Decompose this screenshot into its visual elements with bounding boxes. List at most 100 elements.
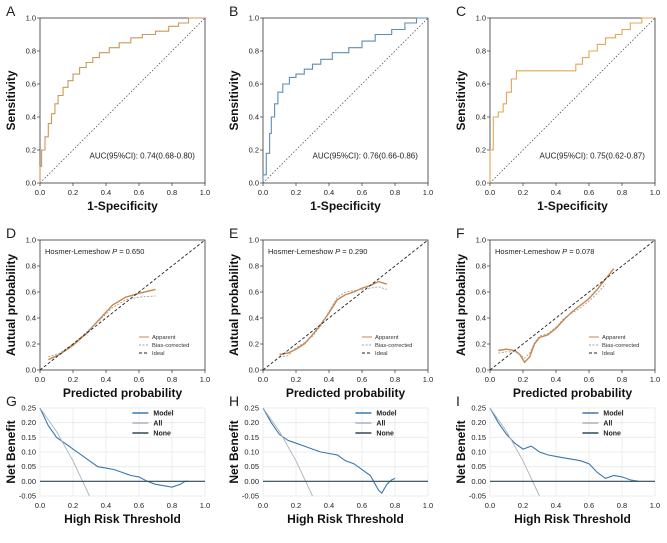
x-tick-label: 0.2: [518, 188, 528, 197]
x-tick-label: 0.0: [35, 188, 45, 197]
hl-p: P: [562, 247, 567, 256]
x-tick-label: 0.2: [68, 501, 78, 510]
panel-B: B 0.0 0.2 0.4 0.6 0.8 1.0 0.0 0.2 0.4 0.6 0.8 1.0 1-S…: [227, 3, 433, 213]
x-tick-label: 0.8: [617, 375, 627, 384]
panel-D: D 0.0 0.2 0.4 0.6 0.8 1.0 0.0 0.2 0.4 0.6 0.8 1.0 Pre…: [4, 225, 210, 400]
y-tick-label: 0.15: [471, 433, 486, 442]
series-all: [262, 407, 313, 497]
y-axis-label: Sensitivity: [454, 70, 468, 130]
x-tick-label: 0.6: [357, 501, 367, 510]
hosmer-lemeshow-annotation: Hosmer-Lemeshow P = 0.078: [495, 247, 594, 256]
series-all: [489, 407, 540, 497]
y-tick-label: 0.0: [26, 366, 36, 375]
y-axis-label: Autual probability: [4, 254, 18, 356]
hosmer-lemeshow-annotation: Hosmer-Lemeshow P = 0.650: [45, 247, 144, 256]
x-tick-label: 0.8: [390, 501, 400, 510]
y-tick-label: -0.05: [19, 492, 36, 501]
series-apparent: [279, 280, 388, 356]
panel-label: A: [6, 3, 16, 19]
y-tick-label: 0.4: [476, 113, 486, 122]
panel-E: E 0.0 0.2 0.4 0.6 0.8 1.0 0.0 0.2 0.4 0.6 0.8 1.0 Pre…: [227, 225, 433, 400]
y-tick-label: 0.6: [249, 288, 259, 297]
x-tick-label: 0.6: [357, 188, 367, 197]
legend-label: Ideal: [602, 351, 615, 357]
reference-diagonal: [489, 17, 656, 184]
y-tick-label: -0.05: [242, 492, 259, 501]
y-tick-label: 0.8: [249, 47, 259, 56]
legend-label: All: [603, 421, 612, 428]
x-tick-label: 1.0: [650, 375, 660, 384]
panel-label: E: [229, 225, 238, 241]
panel-H: H 0.0 0.2 0.4 0.6 0.8 1.0 -0.05 0.00 0.05 0.10 0.15…: [227, 393, 433, 526]
x-tick-label: 0.2: [68, 188, 78, 197]
y-tick-label: 0.6: [26, 80, 36, 89]
y-tick-label: 0.10: [244, 448, 259, 457]
x-tick-label: 0.8: [390, 375, 400, 384]
panel-label: C: [456, 3, 466, 19]
hosmer-lemeshow-annotation: Hosmer-Lemeshow P = 0.290: [268, 247, 367, 256]
y-tick-label: 0.25: [244, 404, 259, 413]
x-tick-label: 0.6: [134, 501, 144, 510]
y-tick-label: 0.8: [26, 47, 36, 56]
y-tick-label: 1.0: [249, 14, 259, 23]
x-tick-label: 0.0: [485, 501, 495, 510]
hl-prefix: Hosmer-Lemeshow: [495, 247, 562, 256]
y-tick-label: 0.0: [249, 366, 259, 375]
hl-suffix: = 0.290: [340, 247, 367, 256]
hl-prefix: Hosmer-Lemeshow: [45, 247, 112, 256]
y-tick-label: 0.0: [476, 366, 486, 375]
y-tick-label: 0.4: [26, 113, 36, 122]
panel-label: F: [456, 225, 465, 241]
x-axis-label: High Risk Threshold: [514, 512, 631, 526]
x-tick-label: 1.0: [423, 375, 433, 384]
panel-label: H: [229, 393, 239, 409]
legend-label: None: [603, 431, 621, 438]
series-ideal: [39, 239, 206, 371]
plot-frame: [262, 17, 429, 184]
x-tick-label: 1.0: [200, 188, 210, 197]
series-all: [39, 407, 90, 497]
legend-label: All: [376, 421, 385, 428]
x-tick-label: 0.6: [357, 375, 367, 384]
x-tick-label: 1.0: [423, 501, 433, 510]
panel-A: A 0.0 0.2 0.4 0.6 0.8 1.0 0.0 0.2 0.4 0.6 0.8 1.0 1-S…: [4, 3, 210, 213]
series-model: [39, 407, 189, 488]
plot-frame: [262, 239, 429, 371]
panel-I: I 0.0 0.2 0.4 0.6 0.8 1.0 -0.05 0.00 0.05 0.10 0.15…: [454, 393, 660, 526]
legend-label: None: [153, 431, 171, 438]
auc-annotation: AUC(95%CI): 0.75(0.62-0.87): [540, 151, 646, 160]
y-tick-label: 0.2: [476, 146, 486, 155]
x-tick-label: 1.0: [200, 501, 210, 510]
series-ideal: [262, 239, 429, 371]
y-tick-label: 0.00: [21, 477, 36, 486]
y-tick-label: 0.20: [244, 418, 259, 427]
x-tick-label: 0.8: [617, 501, 627, 510]
x-tick-label: 0.4: [551, 375, 561, 384]
auc-annotation: AUC(95%CI): 0.76(0.66-0.86): [313, 151, 419, 160]
x-tick-label: 0.4: [101, 501, 111, 510]
y-tick-label: 0.6: [476, 288, 486, 297]
y-tick-label: 0.2: [26, 146, 36, 155]
x-tick-label: 1.0: [200, 375, 210, 384]
x-tick-label: 1.0: [650, 501, 660, 510]
series-apparent: [48, 288, 156, 361]
y-tick-label: -0.05: [469, 492, 486, 501]
y-tick-label: 0.00: [244, 477, 259, 486]
x-tick-label: 0.0: [485, 375, 495, 384]
legend-label: Apparent: [375, 335, 399, 341]
y-tick-label: 0.0: [249, 179, 259, 188]
x-tick-label: 0.2: [518, 501, 528, 510]
x-tick-label: 0.6: [134, 375, 144, 384]
y-tick-label: 0.00: [471, 477, 486, 486]
x-axis-label: High Risk Threshold: [64, 512, 181, 526]
y-tick-label: 0.8: [26, 262, 36, 271]
y-tick-label: 0.20: [21, 418, 36, 427]
reference-diagonal: [39, 17, 206, 184]
panel-label: B: [229, 3, 238, 19]
x-axis-label: 1-Specificity: [310, 199, 381, 213]
y-tick-label: 0.0: [26, 179, 36, 188]
panel-C: C 0.0 0.2 0.4 0.6 0.8 1.0 0.0 0.2 0.4 0.6 0.8 1.0 1-S…: [454, 3, 660, 213]
x-tick-label: 0.4: [324, 501, 334, 510]
x-tick-label: 0.8: [167, 188, 177, 197]
panel-label: G: [6, 393, 17, 409]
